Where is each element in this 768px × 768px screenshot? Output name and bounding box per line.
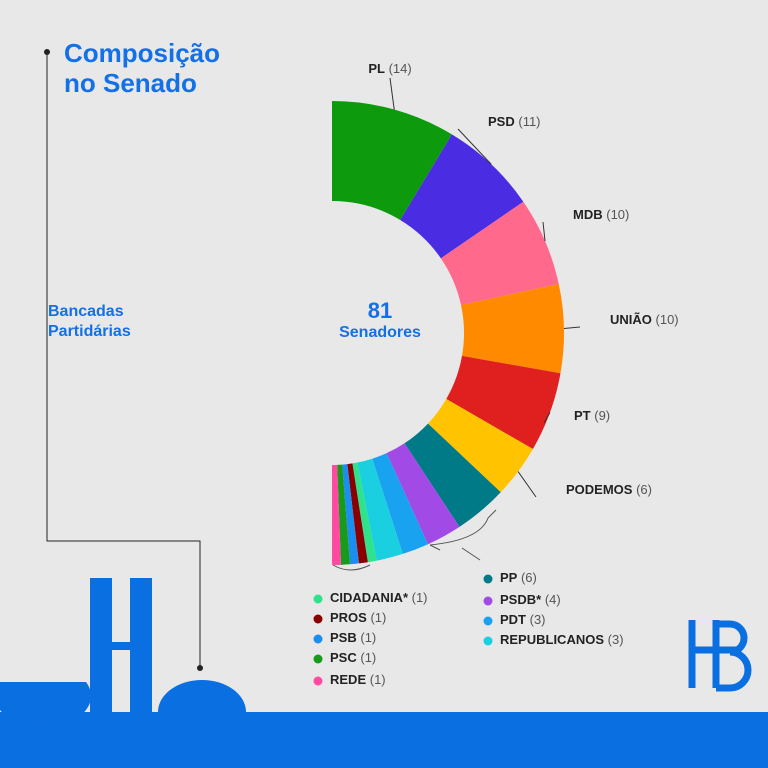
slice [428, 399, 533, 493]
slice-label: PROS (1) [330, 610, 386, 625]
bracket [332, 564, 371, 571]
category-name: MDB [573, 207, 603, 222]
slice [400, 134, 524, 259]
value-label: (9) [594, 408, 610, 423]
slice [332, 101, 452, 220]
legend-dot [483, 636, 493, 646]
slice-label: PSDB* (4) [500, 592, 561, 607]
bracket [429, 509, 497, 561]
slice-label: PL (14) [368, 61, 411, 76]
value-label: (6) [521, 570, 537, 585]
slice-label: MDB (10) [573, 207, 629, 222]
slice-label: PP (6) [500, 570, 537, 585]
value-label: (1) [360, 630, 376, 645]
category-name: REDE [330, 672, 366, 687]
slice-label: UNIÃO (10) [610, 312, 679, 327]
value-label: (10) [606, 207, 629, 222]
slice [347, 463, 368, 564]
legend-dot [483, 616, 493, 626]
leader-line [457, 128, 492, 165]
leader-line [563, 326, 581, 329]
category-name: PP [500, 570, 518, 585]
slice [446, 355, 561, 449]
value-label: (11) [518, 114, 540, 129]
slice-label: PSC (1) [330, 650, 376, 665]
slice-label: REDE (1) [330, 672, 386, 687]
slice [440, 201, 559, 306]
leader-line [543, 412, 551, 424]
slice-label: PODEMOS (6) [566, 482, 652, 497]
value-label: (3) [530, 612, 546, 627]
subtitle: Bancadas Partidárias [48, 303, 131, 340]
slice [352, 462, 377, 563]
value-label: (14) [389, 61, 412, 76]
total: 81 [367, 298, 393, 323]
legend-dot [313, 614, 323, 624]
legend-dot [313, 594, 323, 604]
value-label: (1) [370, 672, 386, 687]
category-name: PDT [500, 612, 526, 627]
category-name: CIDADANIA* [330, 590, 409, 605]
category-name: PSC [330, 650, 357, 665]
legend-dot [313, 676, 323, 686]
dot [197, 665, 203, 671]
category-name: PODEMOS [566, 482, 633, 497]
slice [357, 458, 403, 561]
slice [386, 443, 460, 545]
legend-dot [313, 654, 323, 664]
slice-label: PDT (3) [500, 612, 546, 627]
category-name: UNIÃO [610, 312, 652, 327]
value-label: (1) [412, 590, 428, 605]
category-name: PSD [488, 114, 515, 129]
value-label: (3) [608, 632, 624, 647]
slice [372, 453, 429, 554]
category-name: PSB [330, 630, 357, 645]
category-name: PSDB* [500, 592, 542, 607]
frame-line [46, 52, 201, 668]
title: Composição no Senado [64, 38, 221, 98]
congress-icon [0, 578, 246, 728]
category-name: REPUBLICANOS [500, 632, 604, 647]
slice-label: PSD (11) [488, 114, 541, 129]
category-name: PT [574, 408, 591, 423]
leader-line [542, 221, 546, 242]
value-label: (6) [636, 482, 652, 497]
total-label: Senadores [339, 324, 421, 341]
value-label: (4) [545, 592, 561, 607]
leader-line [517, 471, 537, 498]
slice [342, 464, 359, 565]
footer-band [0, 712, 768, 768]
category-name: PL [368, 61, 385, 76]
slice [461, 283, 564, 374]
leader-line [389, 77, 395, 110]
value-label: (10) [656, 312, 679, 327]
slice-label: PSB (1) [330, 630, 376, 645]
slice [404, 423, 501, 527]
value-label: (1) [360, 650, 376, 665]
legend-dot [483, 574, 493, 584]
slice [332, 464, 341, 565]
legend-dot [313, 634, 323, 644]
slice [337, 464, 350, 565]
value-label: (1) [370, 610, 386, 625]
logo [688, 620, 752, 692]
category-name: PROS [330, 610, 367, 625]
dot [44, 49, 50, 55]
slice-label: PT (9) [574, 408, 610, 423]
slice-label: CIDADANIA* (1) [330, 590, 428, 605]
slice-label: REPUBLICANOS (3) [500, 632, 624, 647]
legend-dot [483, 596, 493, 606]
